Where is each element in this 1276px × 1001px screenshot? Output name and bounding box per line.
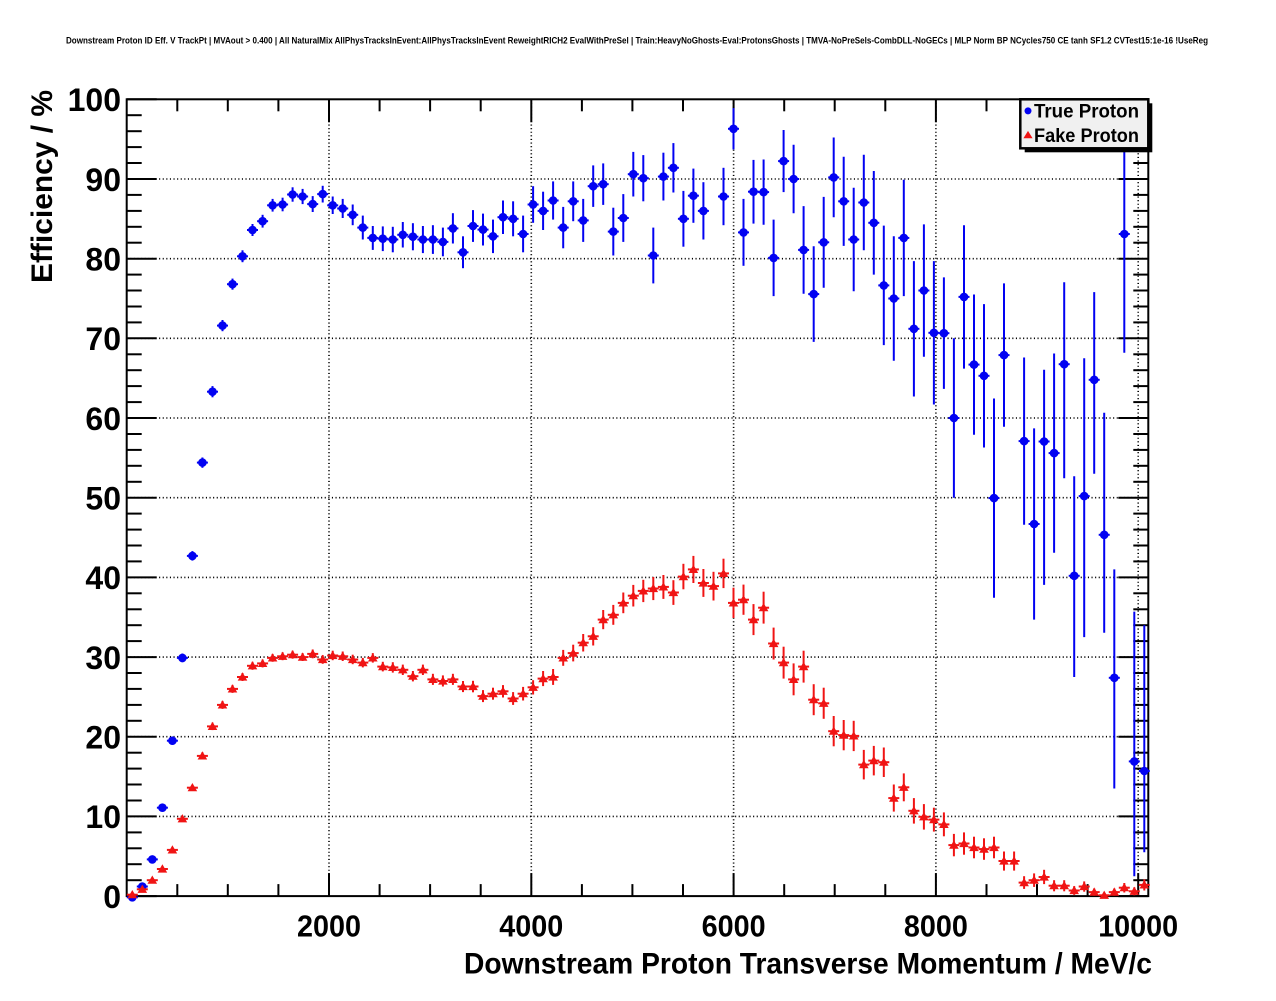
svg-text:Downstream Proton Transverse M: Downstream Proton Transverse Momentum / … (464, 948, 1152, 981)
svg-text:50: 50 (85, 481, 121, 517)
svg-text:10: 10 (85, 799, 121, 835)
svg-text:40: 40 (85, 560, 121, 596)
svg-text:Efficiency / %: Efficiency / % (26, 90, 59, 283)
svg-text:4000: 4000 (499, 909, 563, 944)
svg-text:60: 60 (85, 401, 121, 437)
svg-text:10000: 10000 (1098, 909, 1178, 944)
svg-text:30: 30 (85, 640, 121, 676)
svg-text:80: 80 (85, 242, 121, 278)
svg-text:2000: 2000 (297, 909, 361, 944)
svg-text:True Proton: True Proton (1034, 101, 1139, 123)
svg-text:100: 100 (68, 82, 121, 118)
svg-text:0: 0 (103, 879, 121, 915)
svg-text:Downstream Proton ID Eff. V Tr: Downstream Proton ID Eff. V TrackPt | MV… (66, 36, 1208, 47)
svg-text:70: 70 (85, 321, 121, 357)
svg-text:8000: 8000 (904, 909, 968, 944)
svg-text:20: 20 (85, 720, 121, 756)
svg-text:Fake Proton: Fake Proton (1034, 125, 1139, 147)
svg-text:6000: 6000 (702, 909, 766, 944)
svg-text:90: 90 (85, 162, 121, 198)
